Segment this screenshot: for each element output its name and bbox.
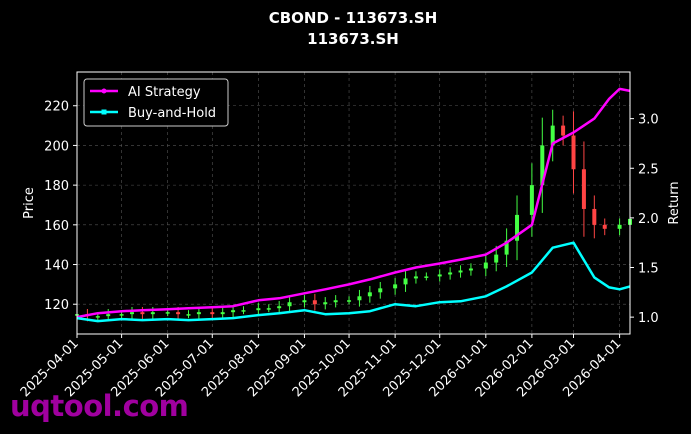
y-tick-label-right: 3.0 [638,113,659,128]
candle-body [95,316,100,318]
y-tick-label-left: 120 [44,298,69,313]
y-tick-label-right: 1.5 [638,262,659,277]
chart-subtitle: 113673.SH [307,30,399,48]
candle-body [176,312,181,315]
candle-body [210,312,215,315]
candle-body [468,268,473,271]
candle-body [540,145,545,186]
candle-body [186,314,191,316]
candle-body [483,262,488,269]
legend: AI Strategy Buy-and-Hold [83,78,229,127]
candle-body [241,310,246,312]
watermark: uqtool.com [10,389,189,423]
candle-body [287,302,292,307]
y-tick-label-right: 2.0 [638,212,659,227]
y-tick-label-left: 140 [44,259,69,274]
ai-strategy-line [76,87,631,319]
candle-body [347,300,352,302]
y-axis-right-label: Return [667,181,682,224]
candle-body [393,284,398,289]
y-tick-label-left: 220 [44,100,69,115]
buy-and-hold-line [76,241,631,323]
y-tick-label-left: 200 [44,139,69,154]
y-axis-left: 120 140 160 180 200 220 [44,100,77,313]
candles [75,109,632,322]
candle-body [550,125,555,146]
legend-ai-marker [101,88,107,94]
candle-body [302,300,307,303]
candle-body [504,240,509,255]
candle-body [403,278,408,285]
candle-body [448,272,453,275]
candle-body [277,306,282,309]
y-axis-right: 1.0 1.5 2.0 2.5 3.0 [630,113,659,326]
plot-frame [76,71,631,335]
candle-body [106,314,111,317]
chart-title: CBOND - 113673.SH [269,9,438,27]
candle-body [561,125,566,136]
candle-body [617,224,622,229]
candle-body [266,308,271,310]
candle-body [437,274,442,277]
candle-body [130,312,135,315]
y-axis-left-label: Price [22,187,37,219]
legend-ai-label: AI Strategy [128,85,201,100]
candle-body [571,135,576,170]
candle-body [357,296,362,301]
candle-body [424,276,429,278]
candle-body [494,254,499,263]
candle-body [602,224,607,229]
y-tick-label-left: 160 [44,219,69,234]
legend-box [83,78,229,127]
candle-body [581,169,586,209]
candle-body [515,214,520,241]
candle-body [367,292,372,297]
candle-body [256,308,261,311]
candle-body [413,276,418,279]
candle-body [140,312,145,315]
y-tick-label-right: 1.0 [638,311,659,326]
candle-body [378,288,383,293]
candle-body [165,312,170,314]
y-tick-label-right: 2.5 [638,162,659,177]
candle-body [312,300,317,305]
legend-bh-marker [101,109,107,115]
candle-body [333,300,338,303]
candle-body [592,208,597,225]
candle-body [119,314,124,316]
candle-body [150,312,155,315]
candle-body [220,312,225,315]
candle-body [196,312,201,315]
candle-body [458,270,463,273]
y-tick-label-left: 180 [44,179,69,194]
candle-body [231,310,236,313]
candle-body [529,185,534,215]
candle-body [323,302,328,305]
legend-bh-label: Buy-and-Hold [128,106,216,121]
series-lines [76,87,631,323]
